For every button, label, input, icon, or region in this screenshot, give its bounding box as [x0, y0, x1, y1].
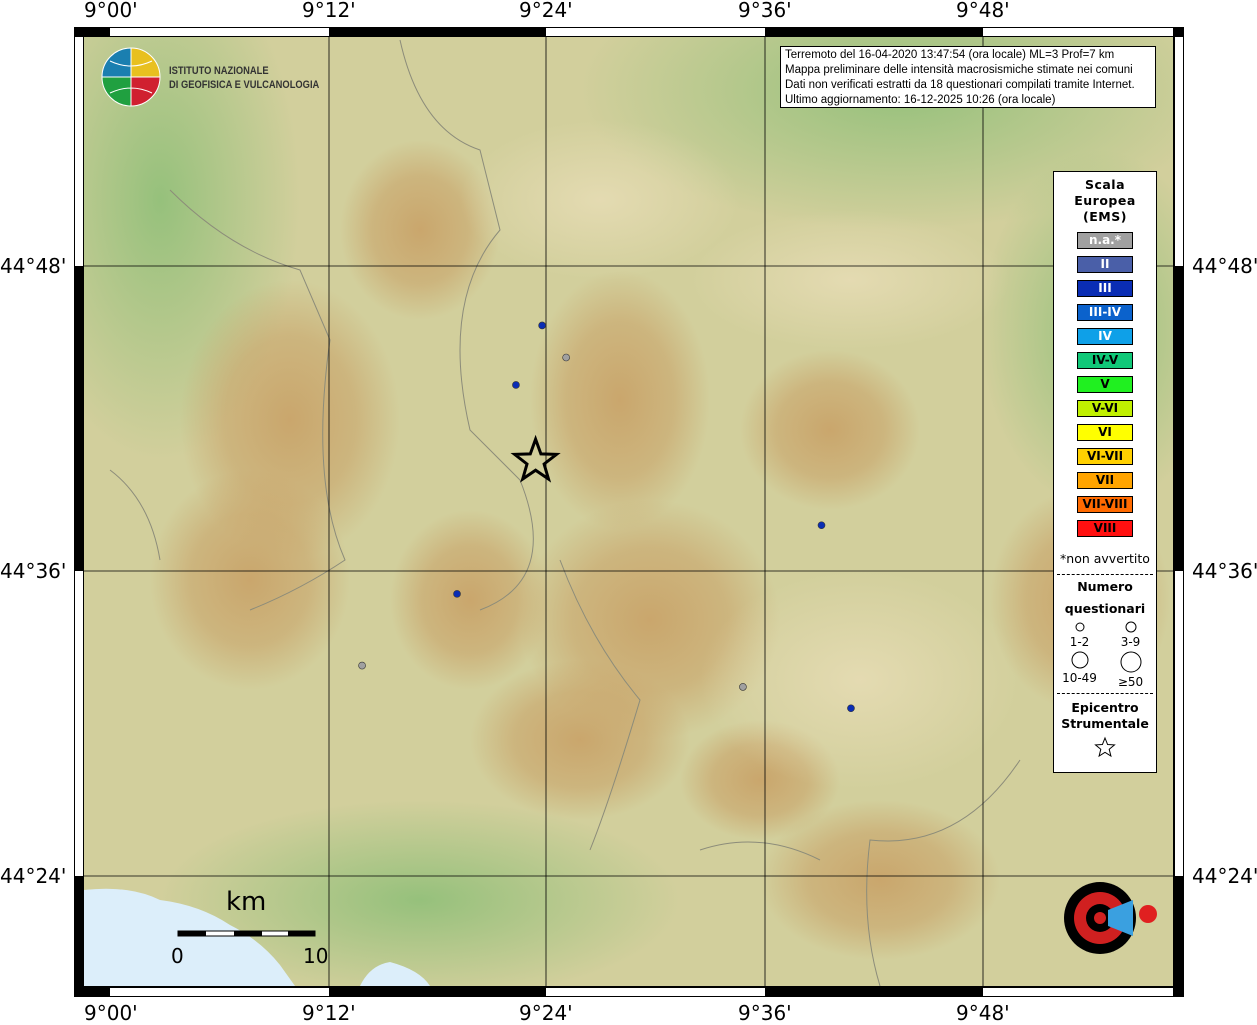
intensity-point[interactable] — [453, 590, 461, 598]
lon-label-bottom: 9°12' — [302, 1001, 356, 1025]
legend-swatch: III-IV — [1077, 304, 1133, 321]
legend: Scala Europea (EMS) n.a.* II III III-IV IV IV… — [1053, 171, 1157, 773]
intensity-point[interactable] — [538, 321, 546, 330]
count-size-1-2: 1-2 — [1054, 621, 1105, 649]
count-title: Numero — [1077, 579, 1133, 594]
lon-label-top: 9°12' — [302, 0, 356, 22]
intensity-point[interactable] — [562, 353, 570, 362]
info-line: Terremoto del 16-04-2020 13:47:54 (ora l… — [785, 49, 1115, 61]
lat-label-left: 44°36' — [0, 559, 67, 583]
count-label: 10-49 — [1062, 671, 1097, 685]
legend-swatch: V-VI — [1077, 400, 1133, 417]
star-icon — [1094, 736, 1116, 758]
epicenter-label: Epicentro — [1071, 700, 1139, 715]
scale-bar — [177, 930, 316, 937]
logo-line: ISTITUTO NAZIONALE — [169, 65, 269, 77]
lon-label-bottom: 9°48' — [956, 1001, 1010, 1025]
lon-label-bottom: 9°00' — [84, 1001, 138, 1025]
event-info-box: Terremoto del 16-04-2020 13:47:54 (ora l… — [780, 46, 1156, 108]
epicenter-title: Epicentro Strumentale — [1054, 700, 1156, 732]
ingv-logo — [101, 47, 161, 107]
epicenter-star-icon — [510, 434, 561, 483]
info-line: Ultimo aggiornamento: 16-12-2025 10:26 (… — [785, 94, 1056, 106]
count-title: questionari — [1064, 601, 1146, 616]
frame-ticks — [75, 28, 1183, 996]
intensity-point[interactable] — [512, 381, 520, 389]
lon-label-top: 9°36' — [738, 0, 792, 22]
legend-swatch: IV-V — [1077, 352, 1133, 369]
haisentito-logo — [1064, 882, 1157, 954]
intensity-point[interactable] — [847, 704, 855, 713]
lat-label-right: 44°48' — [1192, 254, 1257, 278]
count-size-10-49: 10-49 — [1054, 651, 1105, 689]
lat-label-right: 44°24' — [1192, 864, 1257, 888]
count-label: 3-9 — [1120, 635, 1141, 649]
legend-title: Scala Europea (EMS) — [1074, 177, 1136, 224]
lat-label-left: 44°24' — [0, 864, 67, 888]
legend-swatch: IV — [1077, 328, 1133, 345]
epicenter-label: Strumentale — [1061, 716, 1149, 731]
count-size-3-9: 3-9 — [1105, 621, 1156, 649]
legend-swatch: VII — [1077, 472, 1133, 489]
ingv-logo-text: ISTITUTO NAZIONALE DI GEOFISICA E VULCAN… — [169, 64, 319, 92]
intensity-point[interactable] — [358, 661, 366, 670]
logo-line: DI GEOFISICA E VULCANOLOGIA — [169, 79, 320, 91]
graticule — [84, 37, 1173, 986]
legend-note: *non avvertito — [1060, 551, 1150, 566]
legend-swatch: VI — [1077, 424, 1133, 441]
lon-label-bottom: 9°24' — [519, 1001, 573, 1025]
legend-swatch: VII-VIII — [1077, 496, 1133, 513]
intensity-point[interactable] — [739, 683, 747, 691]
info-line: Mappa preliminare delle intensità macros… — [785, 64, 1133, 76]
count-label: 1-2 — [1069, 635, 1090, 649]
scale-max: 10 — [303, 944, 329, 968]
legend-swatch: V — [1077, 376, 1133, 393]
legend-swatch: III — [1077, 280, 1133, 297]
count-size-50plus: ≥50 — [1105, 651, 1156, 689]
intensity-point[interactable] — [817, 521, 826, 530]
lon-label-top: 9°00' — [84, 0, 138, 22]
lon-label-top: 9°24' — [519, 0, 573, 22]
scale-unit: km — [226, 887, 267, 917]
legend-swatch: II — [1077, 256, 1133, 273]
legend-swatch: n.a.* — [1077, 232, 1133, 249]
lon-label-bottom: 9°36' — [738, 1001, 792, 1025]
scale-min: 0 — [171, 944, 184, 968]
lat-label-right: 44°36' — [1192, 559, 1257, 583]
info-line: Dati non verificati estratti da 18 quest… — [785, 79, 1135, 91]
legend-swatch: VIII — [1077, 520, 1133, 537]
lat-label-left: 44°48' — [0, 254, 67, 278]
terrain — [84, 37, 1173, 986]
count-label: ≥50 — [1117, 675, 1144, 689]
intensity-points — [358, 321, 855, 713]
legend-swatch: VI-VII — [1077, 448, 1133, 465]
lon-label-top: 9°48' — [956, 0, 1010, 22]
